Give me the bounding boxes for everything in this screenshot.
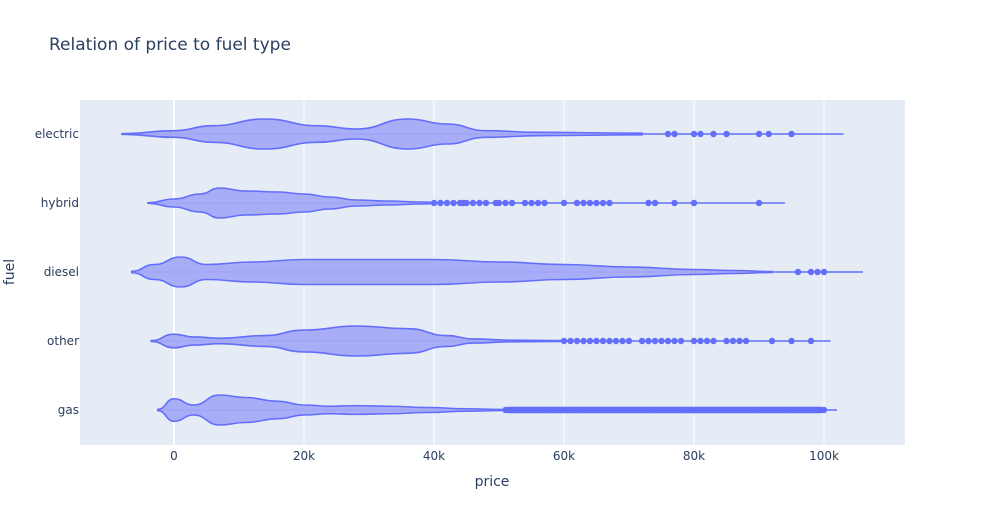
outlier-point <box>697 337 704 345</box>
outlier-point <box>606 199 613 207</box>
outlier-point <box>606 337 613 345</box>
outlier-point <box>658 337 665 345</box>
violins <box>121 118 863 426</box>
outlier-point <box>755 130 763 138</box>
outlier-point <box>690 130 698 138</box>
outlier-point <box>651 337 659 345</box>
chart-title: Relation of price to fuel type <box>49 35 291 55</box>
outlier-point <box>599 199 607 207</box>
outlier-point <box>469 199 477 207</box>
outlier-point <box>645 337 652 345</box>
outlier-point <box>651 199 659 207</box>
outlier-point <box>508 199 516 207</box>
outlier-point <box>697 130 704 138</box>
outlier-point <box>430 199 438 207</box>
y-tick-label: gas <box>58 403 79 417</box>
y-tick-label: hybrid <box>41 196 79 210</box>
outlier-point <box>742 337 750 345</box>
outlier-point <box>671 337 678 345</box>
outlier-point <box>664 337 672 345</box>
y-tick-label: other <box>47 334 79 348</box>
outlier-point <box>573 199 581 207</box>
violin-body <box>130 256 773 288</box>
outlier-point <box>476 199 483 207</box>
violin-hybrid <box>147 187 785 219</box>
outlier-point <box>625 337 633 345</box>
outlier-point <box>723 337 730 345</box>
x-tick-label: 0 <box>170 449 178 463</box>
outlier-point <box>710 337 717 345</box>
outlier-point <box>765 130 772 138</box>
x-tick-label: 40k <box>423 449 445 463</box>
outlier-point <box>502 199 509 207</box>
outlier-point <box>638 337 646 345</box>
outlier-point <box>593 337 600 345</box>
outlier-point <box>482 199 490 207</box>
x-tick-label: 60k <box>553 449 575 463</box>
outlier-point <box>677 337 685 345</box>
outlier-point <box>664 130 672 138</box>
outlier-point <box>788 337 795 345</box>
violin-gas <box>156 394 837 426</box>
x-axis-title: price <box>475 474 510 490</box>
outlier-point <box>619 337 626 345</box>
outlier-point <box>690 337 698 345</box>
outlier-point <box>807 268 815 276</box>
outlier-point <box>437 199 444 207</box>
outlier-point <box>612 337 620 345</box>
outlier-point <box>736 337 743 345</box>
outlier-point <box>820 268 828 276</box>
violin-other <box>150 325 831 357</box>
outlier-point <box>788 130 795 138</box>
outlier-point <box>599 337 607 345</box>
outlier-point <box>794 268 802 276</box>
y-tick-label: electric <box>35 127 79 141</box>
x-tick-label: 20k <box>293 449 315 463</box>
outlier-point <box>463 199 470 207</box>
outlier-point <box>755 199 763 207</box>
outlier-point <box>768 337 776 345</box>
outlier-point <box>645 199 652 207</box>
outlier-point <box>729 337 737 345</box>
outlier-point <box>593 199 600 207</box>
outlier-point <box>528 199 535 207</box>
outlier-point <box>450 199 457 207</box>
outlier-point <box>521 199 529 207</box>
outlier-point <box>573 337 581 345</box>
outlier-point <box>560 337 568 345</box>
outlier-point <box>710 130 717 138</box>
outlier-point <box>807 337 815 345</box>
outlier-point <box>586 337 594 345</box>
outlier-point <box>534 199 542 207</box>
outlier-point <box>723 130 730 138</box>
outlier-point <box>690 199 698 207</box>
outlier-point <box>567 337 574 345</box>
y-axis-title: fuel <box>2 259 18 285</box>
outlier-point <box>580 199 587 207</box>
y-tick-label: diesel <box>44 265 79 279</box>
outlier-point <box>671 130 678 138</box>
outlier-point <box>586 199 594 207</box>
violin-electric <box>121 118 844 150</box>
outlier-band <box>505 406 824 414</box>
outlier-point <box>671 199 678 207</box>
violin-diesel <box>130 256 863 288</box>
outlier-point <box>814 268 821 276</box>
y-tick-labels: electric hybrid diesel other gas <box>35 127 79 417</box>
outlier-point <box>703 337 711 345</box>
outlier-point <box>560 199 568 207</box>
outlier-point <box>580 337 587 345</box>
x-tick-label: 80k <box>683 449 705 463</box>
x-tick-labels: 0 20k 40k 60k 80k 100k <box>170 449 839 463</box>
outlier-point <box>541 199 548 207</box>
outlier-point <box>495 199 503 207</box>
x-tick-label: 100k <box>809 449 839 463</box>
violin-body <box>121 118 643 150</box>
outlier-point <box>443 199 451 207</box>
